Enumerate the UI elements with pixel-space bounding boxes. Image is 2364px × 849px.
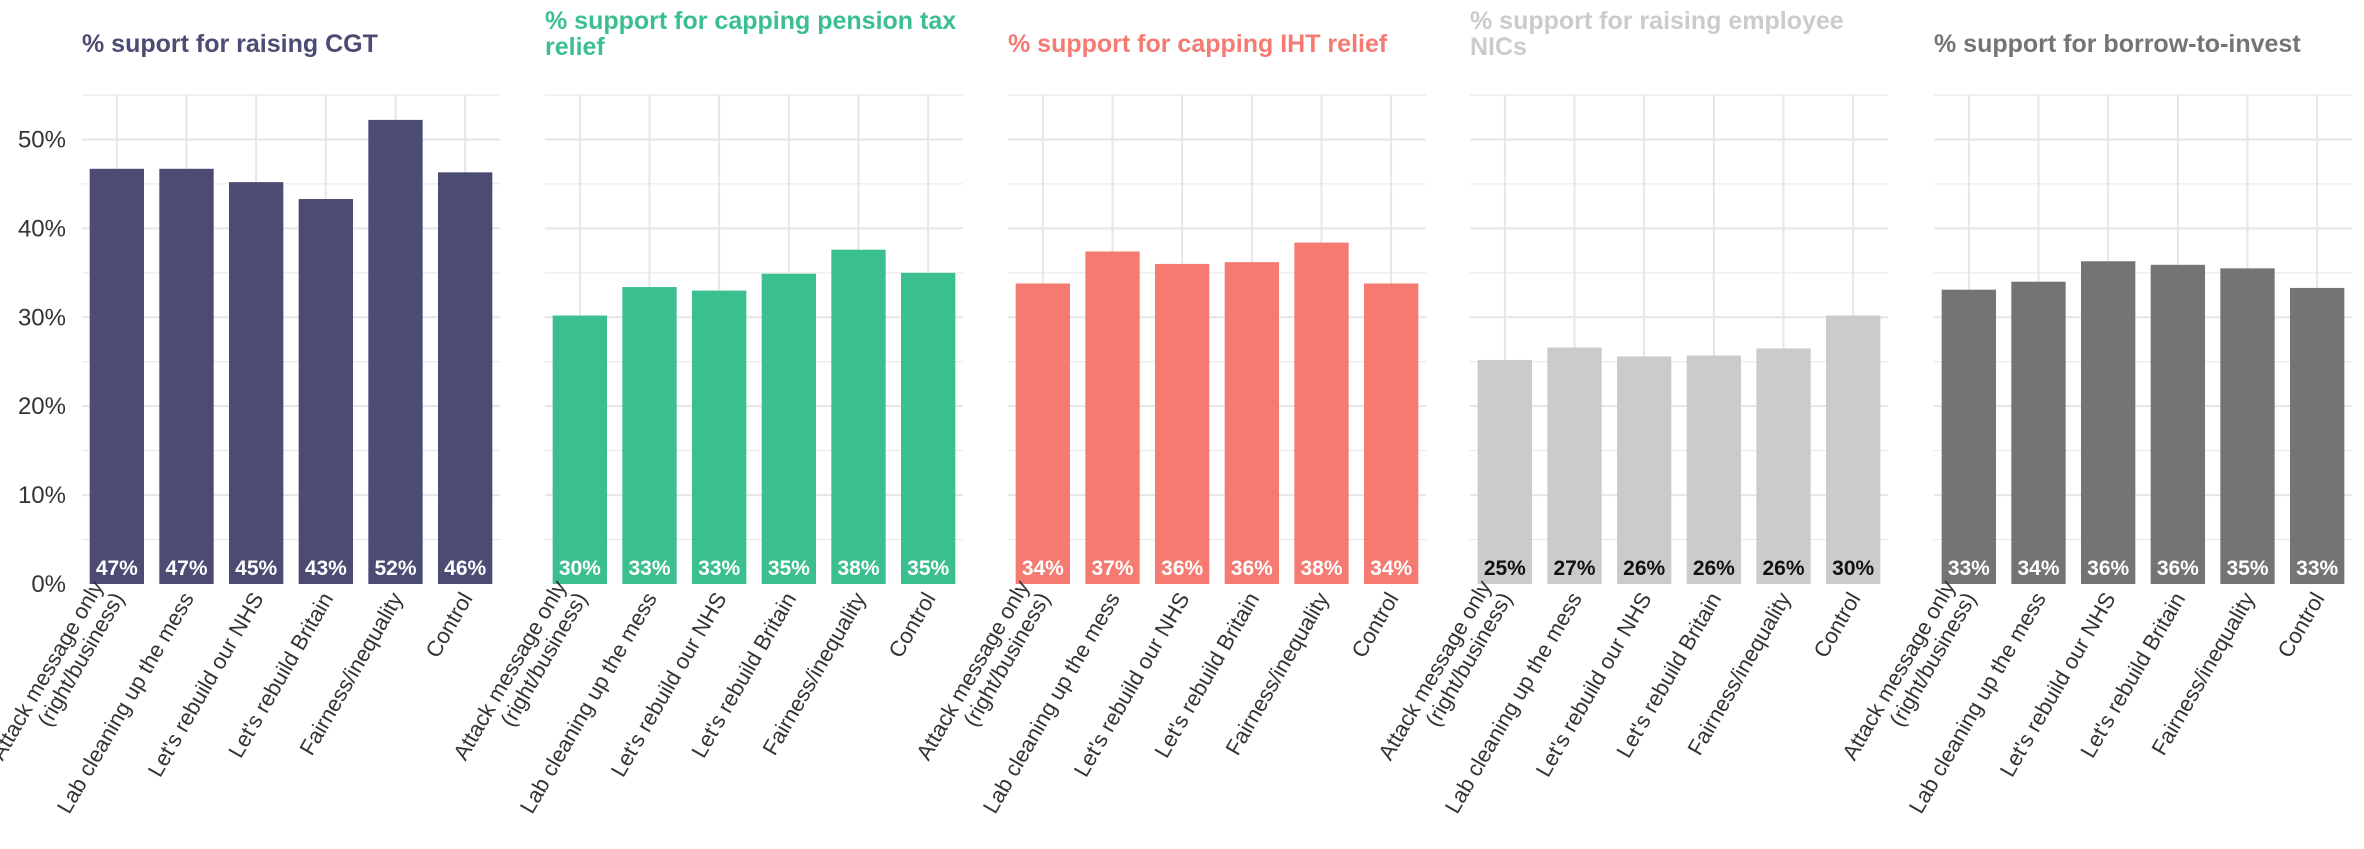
data-label: 45%: [235, 557, 277, 580]
x-tick-label: Control: [883, 588, 940, 662]
y-tick-label: 30%: [18, 304, 66, 331]
data-label: 30%: [559, 557, 601, 580]
data-label: 34%: [1370, 557, 1412, 580]
x-tick-label: Control: [1346, 588, 1403, 662]
bar-lab-cleaning-up-the-mess: [1547, 347, 1602, 584]
panel-title: % support for borrow-to-invest: [1934, 30, 2301, 58]
data-label: 33%: [1948, 557, 1990, 580]
x-tick-label-line: Control: [2272, 588, 2329, 662]
bar-let-s-rebuild-britain: [1224, 262, 1280, 584]
data-label: 52%: [374, 557, 416, 580]
data-label: 35%: [2226, 557, 2268, 580]
bar-fairness-inequality: [368, 119, 423, 585]
data-label: 35%: [768, 557, 810, 580]
data-label: 37%: [1091, 557, 1133, 580]
panel-title-line: NICs: [1470, 33, 1527, 61]
panel-title: % support for capping pension tax relief: [545, 7, 956, 61]
bar-control: [1825, 315, 1881, 584]
bar-lab-cleaning-up-the-mess: [159, 168, 214, 584]
bar-let-s-rebuild-britain: [2150, 264, 2206, 584]
bar-let-s-rebuild-our-nhs: [1616, 356, 1672, 584]
panel-5: % support for borrow-to-invest33%Attack …: [1837, 30, 2352, 818]
y-tick-label: 50%: [18, 126, 66, 153]
x-tick-label-line: Control: [420, 588, 477, 662]
bar-let-s-rebuild-britain: [298, 199, 354, 585]
x-tick-label-line: Control: [1808, 588, 1865, 662]
bar-lab-cleaning-up-the-mess: [1085, 251, 1140, 585]
data-label: 35%: [907, 557, 949, 580]
bar-lab-cleaning-up-the-mess: [2011, 281, 2066, 584]
data-label: 36%: [1231, 557, 1273, 580]
x-tick-label: Control: [1808, 588, 1865, 662]
bar-control: [437, 172, 493, 585]
bar-lab-cleaning-up-the-mess: [622, 287, 677, 584]
data-label: 38%: [837, 557, 879, 580]
x-tick-label-line: Control: [1346, 588, 1403, 662]
panel-title-line: % suport for raising CGT: [82, 30, 378, 58]
x-tick-label: Control: [420, 588, 477, 662]
bar-fairness-inequality: [1756, 348, 1811, 584]
x-tick-label-line: Control: [883, 588, 940, 662]
bar-attack-message-only: [1015, 283, 1071, 584]
x-tick-label: Control: [2272, 588, 2329, 662]
data-label: 25%: [1484, 557, 1526, 580]
panel-title: % support for capping IHT relief: [1008, 30, 1388, 58]
y-tick-label: 10%: [18, 482, 66, 509]
data-label: 36%: [2087, 557, 2129, 580]
data-label: 36%: [1161, 557, 1203, 580]
data-label: 30%: [1832, 557, 1874, 580]
data-label: 47%: [165, 557, 207, 580]
bar-let-s-rebuild-britain: [1686, 355, 1742, 584]
panel-title-line: % support for capping IHT relief: [1008, 30, 1388, 58]
data-label: 47%: [96, 557, 138, 580]
bar-control: [2289, 287, 2345, 584]
panel-title-line: relief: [545, 33, 605, 61]
panel-2: % support for capping pension tax relief 3…: [448, 7, 963, 818]
bar-let-s-rebuild-britain: [761, 273, 817, 584]
bar-let-s-rebuild-our-nhs: [2080, 261, 2136, 584]
data-label: 26%: [1623, 557, 1665, 580]
panel-title: % support for raising employee NICs: [1470, 7, 1844, 61]
bar-fairness-inequality: [831, 249, 886, 584]
panel-1: % suport for raising CGT 0% 10% 20% 30% 40% 50…: [0, 30, 500, 818]
panel-4: % support for raising employee NICs25%Att…: [1373, 7, 1888, 818]
bar-let-s-rebuild-our-nhs: [691, 290, 747, 584]
panel-title-line: % support for raising employee: [1470, 7, 1844, 35]
bar-attack-message-only: [1941, 289, 1997, 584]
panel-3: % support for capping IHT relief34%Attac…: [911, 30, 1426, 818]
data-label: 43%: [305, 557, 347, 580]
y-tick-label: 20%: [18, 393, 66, 420]
bar-fairness-inequality: [1294, 242, 1349, 584]
bar-let-s-rebuild-our-nhs: [228, 182, 284, 584]
y-tick-label: 40%: [18, 215, 66, 242]
y-tick-label: 0%: [31, 571, 66, 598]
data-label: 27%: [1553, 557, 1595, 580]
data-label: 38%: [1300, 557, 1342, 580]
data-label: 34%: [1022, 557, 1064, 580]
bar-attack-message-only: [1477, 359, 1533, 584]
data-label: 33%: [2296, 557, 2338, 580]
bar-fairness-inequality: [2220, 268, 2275, 584]
panel-title-line: % support for borrow-to-invest: [1934, 30, 2301, 58]
data-label: 46%: [444, 557, 486, 580]
bar-control: [900, 272, 956, 584]
bar-attack-message-only: [89, 168, 145, 584]
bar-control: [1363, 283, 1419, 584]
bar-attack-message-only: [552, 315, 608, 584]
panel-title: % suport for raising CGT: [82, 30, 378, 58]
panel-title-line: % support for capping pension tax: [545, 7, 956, 35]
data-label: 34%: [2017, 557, 2059, 580]
data-label: 33%: [628, 557, 670, 580]
bar-let-s-rebuild-our-nhs: [1154, 263, 1210, 584]
data-label: 26%: [1762, 557, 1804, 580]
data-label: 36%: [2157, 557, 2199, 580]
data-label: 33%: [698, 557, 740, 580]
data-label: 26%: [1693, 557, 1735, 580]
